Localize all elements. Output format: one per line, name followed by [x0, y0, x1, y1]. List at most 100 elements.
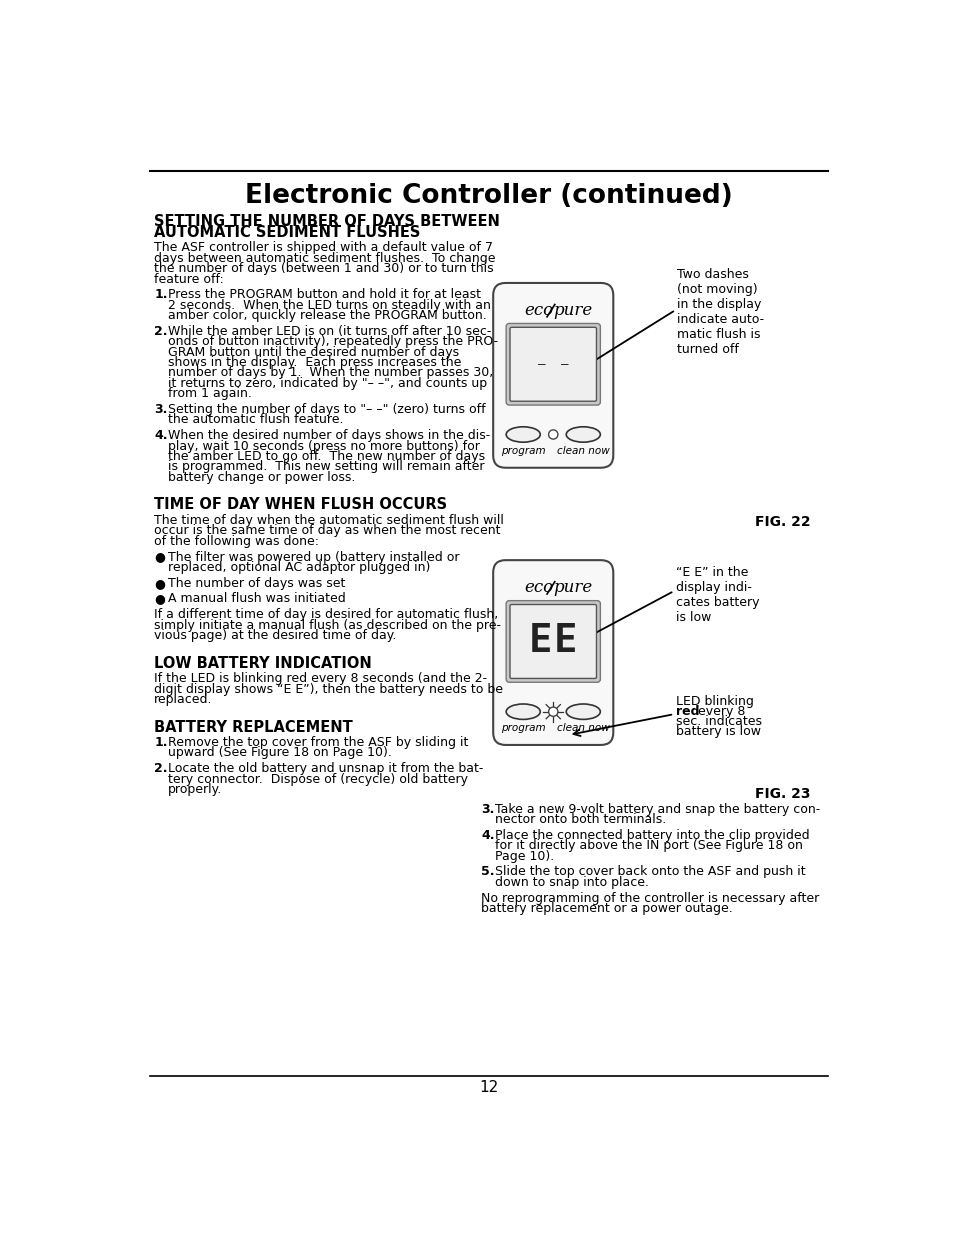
Text: battery is low: battery is low: [675, 725, 760, 739]
Ellipse shape: [506, 427, 539, 442]
Text: Setting the number of days to "– –" (zero) turns off: Setting the number of days to "– –" (zer…: [168, 403, 485, 416]
Text: battery change or power loss.: battery change or power loss.: [168, 471, 355, 484]
Text: Take a new 9-volt battery and snap the battery con-: Take a new 9-volt battery and snap the b…: [495, 803, 820, 815]
Ellipse shape: [566, 704, 599, 719]
Text: of the following was done:: of the following was done:: [154, 535, 319, 548]
Text: Remove the top cover from the ASF by sliding it: Remove the top cover from the ASF by sli…: [168, 736, 468, 750]
Text: LED blinking: LED blinking: [675, 695, 753, 708]
Text: ●: ●: [154, 577, 165, 589]
Text: Press the PROGRAM button and hold it for at least: Press the PROGRAM button and hold it for…: [168, 288, 480, 301]
Text: ●: ●: [154, 551, 165, 563]
Text: FIG. 22: FIG. 22: [754, 515, 809, 529]
Text: battery replacement or a power outage.: battery replacement or a power outage.: [480, 902, 732, 915]
Text: 2.: 2.: [154, 325, 168, 338]
Text: The number of days was set: The number of days was set: [168, 577, 345, 589]
Text: Electronic Controller (continued): Electronic Controller (continued): [245, 183, 732, 209]
Ellipse shape: [506, 704, 539, 719]
Text: 1.: 1.: [154, 736, 168, 750]
Text: FIG. 23: FIG. 23: [754, 787, 809, 802]
Text: 3.: 3.: [480, 803, 494, 815]
Text: “E E” in the
display indi-
cates battery
is low: “E E” in the display indi- cates battery…: [675, 567, 759, 625]
Text: is programmed.  This new setting will remain after: is programmed. This new setting will rem…: [168, 461, 484, 473]
Text: LOW BATTERY INDICATION: LOW BATTERY INDICATION: [154, 656, 372, 671]
Text: clean now: clean now: [557, 724, 609, 734]
Text: 2.: 2.: [154, 762, 168, 776]
Circle shape: [548, 430, 558, 440]
Text: Slide the top cover back onto the ASF and push it: Slide the top cover back onto the ASF an…: [495, 866, 805, 878]
Text: it returns to zero, indicated by "– –", and counts up: it returns to zero, indicated by "– –", …: [168, 377, 487, 390]
Text: eco: eco: [523, 303, 553, 319]
Text: If the LED is blinking red every 8 seconds (and the 2-: If the LED is blinking red every 8 secon…: [154, 672, 487, 685]
Text: digit display shows “E E”), then the battery needs to be: digit display shows “E E”), then the bat…: [154, 683, 502, 695]
FancyBboxPatch shape: [493, 283, 613, 468]
Text: 4.: 4.: [154, 430, 168, 442]
Text: ●: ●: [154, 593, 165, 605]
Text: every 8: every 8: [693, 705, 744, 718]
Text: pure: pure: [553, 579, 592, 597]
Text: A manual flush was initiated: A manual flush was initiated: [168, 593, 345, 605]
Text: —: —: [537, 358, 545, 370]
Text: upward (See Figure 18 on Page 10).: upward (See Figure 18 on Page 10).: [168, 746, 392, 760]
Text: TIME OF DAY WHEN FLUSH OCCURS: TIME OF DAY WHEN FLUSH OCCURS: [154, 498, 447, 513]
Text: onds of button inactivity), repeatedly press the PRO-: onds of button inactivity), repeatedly p…: [168, 336, 497, 348]
Text: for it directly above the IN port (See Figure 18 on: for it directly above the IN port (See F…: [495, 840, 802, 852]
Ellipse shape: [566, 427, 599, 442]
Text: If a different time of day is desired for automatic flush,: If a different time of day is desired fo…: [154, 609, 497, 621]
Text: When the desired number of days shows in the dis-: When the desired number of days shows in…: [168, 430, 490, 442]
Text: AUTOMATIC SEDIMENT FLUSHES: AUTOMATIC SEDIMENT FLUSHES: [154, 225, 420, 240]
Text: E: E: [554, 621, 577, 659]
Text: occur is the same time of day as when the most recent: occur is the same time of day as when th…: [154, 525, 500, 537]
FancyBboxPatch shape: [506, 324, 599, 405]
Text: eco: eco: [523, 579, 553, 597]
Text: GRAM button until the desired number of days: GRAM button until the desired number of …: [168, 346, 458, 358]
Text: feature off:: feature off:: [154, 273, 224, 285]
Text: —: —: [560, 358, 568, 370]
Text: down to snap into place.: down to snap into place.: [495, 876, 648, 889]
Text: nector onto both terminals.: nector onto both terminals.: [495, 813, 666, 826]
FancyBboxPatch shape: [510, 327, 596, 401]
Text: 5.: 5.: [480, 866, 495, 878]
Text: tery connector.  Dispose of (recycle) old battery: tery connector. Dispose of (recycle) old…: [168, 773, 468, 785]
Text: 2 seconds.  When the LED turns on steadily with an: 2 seconds. When the LED turns on steadil…: [168, 299, 491, 311]
Text: While the amber LED is on (it turns off after 10 sec-: While the amber LED is on (it turns off …: [168, 325, 491, 338]
Text: days between automatic sediment flushes.  To change: days between automatic sediment flushes.…: [154, 252, 496, 264]
FancyBboxPatch shape: [493, 561, 613, 745]
Text: the automatic flush feature.: the automatic flush feature.: [168, 414, 343, 426]
Text: The time of day when the automatic sediment flush will: The time of day when the automatic sedim…: [154, 514, 503, 527]
Text: The ASF controller is shipped with a default value of 7: The ASF controller is shipped with a def…: [154, 241, 493, 254]
Circle shape: [548, 708, 558, 716]
Text: pure: pure: [553, 303, 592, 319]
Text: program: program: [500, 446, 545, 456]
Text: Locate the old battery and unsnap it from the bat-: Locate the old battery and unsnap it fro…: [168, 762, 483, 776]
Text: Place the connected battery into the clip provided: Place the connected battery into the cli…: [495, 829, 809, 842]
Text: properly.: properly.: [168, 783, 222, 797]
Text: SETTING THE NUMBER OF DAYS BETWEEN: SETTING THE NUMBER OF DAYS BETWEEN: [154, 214, 499, 228]
FancyBboxPatch shape: [510, 604, 596, 678]
FancyBboxPatch shape: [506, 600, 599, 682]
Text: replaced.: replaced.: [154, 693, 213, 706]
Text: Page 10).: Page 10).: [495, 850, 554, 863]
Text: red: red: [675, 705, 699, 718]
Text: BATTERY REPLACEMENT: BATTERY REPLACEMENT: [154, 720, 353, 735]
Text: amber color, quickly release the PROGRAM button.: amber color, quickly release the PROGRAM…: [168, 309, 486, 322]
Text: replaced, optional AC adaptor plugged in): replaced, optional AC adaptor plugged in…: [168, 561, 430, 574]
Text: The filter was powered up (battery installed or: The filter was powered up (battery insta…: [168, 551, 459, 563]
Text: the amber LED to go off.  The new number of days: the amber LED to go off. The new number …: [168, 450, 485, 463]
Text: number of days by 1.  When the number passes 30,: number of days by 1. When the number pas…: [168, 367, 493, 379]
Text: 4.: 4.: [480, 829, 495, 842]
Text: program: program: [500, 724, 545, 734]
Text: Two dashes
(not moving)
in the display
indicate auto-
matic flush is
turned off: Two dashes (not moving) in the display i…: [677, 268, 763, 356]
Text: No reprogramming of the controller is necessary after: No reprogramming of the controller is ne…: [480, 892, 819, 904]
Text: 12: 12: [478, 1081, 498, 1095]
Text: sec. indicates: sec. indicates: [675, 715, 760, 727]
Text: the number of days (between 1 and 30) or to turn this: the number of days (between 1 and 30) or…: [154, 262, 494, 275]
Text: simply initiate a manual flush (as described on the pre-: simply initiate a manual flush (as descr…: [154, 619, 500, 631]
Text: from 1 again.: from 1 again.: [168, 388, 252, 400]
Text: play, wait 10 seconds (press no more buttons) for: play, wait 10 seconds (press no more but…: [168, 440, 479, 453]
Text: 3.: 3.: [154, 403, 168, 416]
Text: 1.: 1.: [154, 288, 168, 301]
Text: vious page) at the desired time of day.: vious page) at the desired time of day.: [154, 629, 396, 642]
Text: clean now: clean now: [557, 446, 609, 456]
Text: shows in the display.  Each press increases the: shows in the display. Each press increas…: [168, 356, 461, 369]
Text: E: E: [529, 621, 552, 659]
